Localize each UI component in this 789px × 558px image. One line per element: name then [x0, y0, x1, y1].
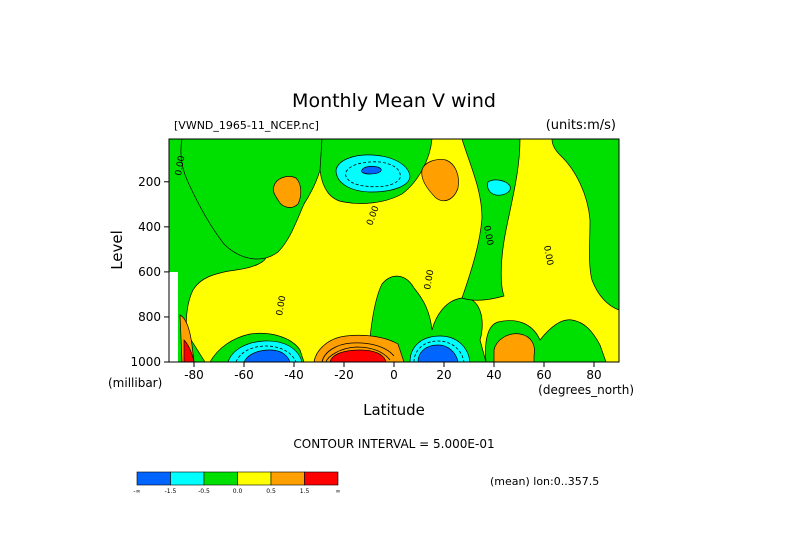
contour-dashed-south-lower	[235, 345, 297, 363]
colorbar-swatch	[270, 471, 305, 486]
contour-dashed-tropopause	[345, 161, 401, 188]
x-axis: -80 -60 -40 -20 0 20 40 60 80	[184, 362, 602, 382]
colorbar-label: 0.0	[233, 488, 243, 495]
mean-label: (mean) lon:0..357.5	[490, 475, 599, 488]
colorbar-label: 0.5	[266, 488, 276, 495]
x-unit-label: (degrees_north)	[538, 383, 634, 397]
x-tick-label: -20	[334, 368, 354, 382]
region-green-north-mid	[461, 138, 521, 301]
y-tick-label: 200	[138, 175, 161, 189]
contour-solid-south-lower-2	[325, 346, 391, 363]
x-tick-label: 80	[586, 368, 601, 382]
region-orange-south-upper	[272, 176, 302, 208]
y-tick-label: 1000	[130, 355, 161, 369]
region-cyan-north-upper	[487, 179, 511, 196]
region-orange-north-upper	[421, 159, 459, 202]
x-tick-label: 40	[486, 368, 501, 382]
x-tick-label: -80	[184, 368, 204, 382]
region-green-south-upper	[180, 138, 324, 260]
x-tick-label: -60	[234, 368, 254, 382]
contour-solid-south-lower-1	[321, 342, 395, 363]
x-tick-label: 0	[390, 368, 398, 382]
colorbar-swatch	[237, 471, 272, 486]
region-blue-south-lower	[243, 349, 291, 363]
plot-area: 0.00 0.00 0.00 0.00 0.00 0.00	[168, 138, 620, 363]
chart-title: Monthly Mean V wind	[292, 90, 496, 112]
colorbar: -∞ -1.5 -0.5 0.0 0.5 1.5 ∞	[133, 471, 341, 495]
region-orange-north-lower	[493, 333, 535, 363]
y-axis-title: Level	[108, 230, 126, 270]
colorbar-swatch	[136, 471, 171, 486]
colorbar-label: -∞	[133, 488, 140, 495]
dataset-label: [VWND_1965-11_NCEP.nc]	[174, 119, 319, 132]
units-label: (units:m/s)	[546, 118, 616, 133]
y-tick-label: 800	[138, 310, 161, 324]
colorbar-swatch	[170, 471, 205, 486]
colorbar-swatch	[203, 471, 238, 486]
colorbar-swatch	[304, 471, 339, 486]
x-axis-title: Latitude	[363, 401, 425, 419]
region-blue-tropopause	[361, 165, 382, 175]
colorbar-label: -1.5	[165, 488, 177, 495]
colorbar-label: 1.5	[300, 488, 310, 495]
contour-label: 0.00	[275, 295, 288, 317]
colorbar-label: -0.5	[198, 488, 210, 495]
x-tick-label: 20	[436, 368, 451, 382]
contour-label: 0.00	[541, 245, 554, 267]
contour-interval-text: CONTOUR INTERVAL = 5.000E-01	[293, 437, 494, 451]
region-blue-north-lower	[417, 344, 459, 363]
y-tick-label: 600	[138, 265, 161, 279]
y-tick-label: 400	[138, 220, 161, 234]
x-tick-label: -40	[284, 368, 304, 382]
missing-data-gap	[169, 272, 178, 362]
contour-label: 0.00	[481, 225, 494, 247]
region-green-northpole	[551, 138, 620, 311]
contour-label: 0.00	[174, 155, 187, 177]
contour-label: 0.00	[423, 269, 436, 291]
region-red-south-lower	[329, 349, 387, 363]
colorbar-label: ∞	[336, 488, 341, 495]
contour-dashed-north-lower	[413, 340, 465, 363]
x-tick-label: 60	[536, 368, 551, 382]
y-axis: 200 400 600 800 1000	[130, 175, 169, 369]
y-unit-label: (millibar)	[108, 376, 162, 390]
